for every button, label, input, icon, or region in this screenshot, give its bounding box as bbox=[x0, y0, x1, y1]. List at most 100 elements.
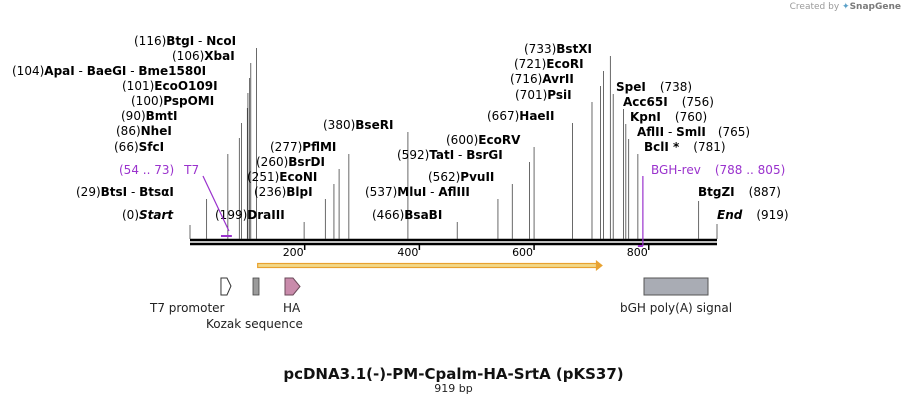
enzyme-name: MluI bbox=[397, 185, 426, 199]
enzyme-label: (260)BsrDI bbox=[256, 155, 325, 169]
enzyme-name: BclI * bbox=[644, 140, 680, 154]
enzyme-position: (738) bbox=[660, 80, 692, 94]
enzyme-label: (380)BseRI bbox=[323, 118, 393, 132]
enzyme-position: (29) bbox=[76, 185, 101, 199]
enzyme-label: (101)EcoO109I bbox=[122, 79, 218, 93]
enzyme-position: (600) bbox=[446, 133, 478, 147]
primer-label: BGH-rev (788 .. 805) bbox=[651, 163, 785, 177]
plasmid-size: 919 bp bbox=[434, 382, 473, 395]
enzyme-label: (600)EcoRV bbox=[446, 133, 521, 147]
axis-tick-label: 200 bbox=[283, 246, 304, 259]
enzyme-name: BtsI bbox=[101, 185, 128, 199]
enzyme-label: (0)Start bbox=[122, 208, 174, 222]
enzyme-position: (716) bbox=[510, 72, 542, 86]
enzyme-label: AflII - SmlI (765) bbox=[637, 125, 750, 139]
enzyme-label: (66)SfcI bbox=[114, 140, 164, 154]
enzyme-label: BclI * (781) bbox=[644, 140, 726, 154]
t7-promoter-arrow bbox=[220, 277, 232, 296]
enzyme-name: EcoRI bbox=[546, 57, 583, 71]
enzyme-name: BtgZI bbox=[698, 185, 735, 199]
enzyme-name: End bbox=[717, 208, 743, 222]
enzyme-name: BtgI bbox=[166, 34, 194, 48]
enzyme-separator: - bbox=[75, 64, 87, 78]
enzyme-position: (260) bbox=[256, 155, 288, 169]
enzyme-position: (756) bbox=[682, 95, 714, 109]
kozak-box bbox=[252, 277, 260, 296]
enzyme-label: (466)BsaBI bbox=[372, 208, 442, 222]
enzyme-label: (667)HaeII bbox=[487, 109, 555, 123]
enzyme-name: BseRI bbox=[355, 118, 393, 132]
enzyme-position: (236) bbox=[254, 185, 286, 199]
enzyme-name: EcoRV bbox=[478, 133, 521, 147]
axis-tick-label: 800 bbox=[627, 246, 648, 259]
enzyme-position: (887) bbox=[749, 185, 781, 199]
enzyme-separator: - bbox=[426, 185, 438, 199]
enzyme-position: (721) bbox=[514, 57, 546, 71]
enzyme-label: (562)PvuII bbox=[428, 170, 494, 184]
enzyme-label: (721)EcoRI bbox=[514, 57, 584, 71]
enzyme-position: (733) bbox=[524, 42, 556, 56]
enzyme-position: (106) bbox=[172, 49, 204, 63]
watermark-brand: SnapGene bbox=[849, 2, 901, 12]
enzyme-name: AflII bbox=[637, 125, 664, 139]
enzyme-label: (277)PflMI bbox=[270, 140, 336, 154]
enzyme-label: KpnI (760) bbox=[630, 110, 707, 124]
enzyme-name: AflIII bbox=[438, 185, 470, 199]
enzyme-position: (277) bbox=[270, 140, 302, 154]
enzyme-position: (104) bbox=[12, 64, 44, 78]
enzyme-name: BaeGI bbox=[87, 64, 127, 78]
feature-label: HA bbox=[283, 301, 301, 315]
enzyme-label: (106)XbaI bbox=[172, 49, 235, 63]
enzyme-name: PflMI bbox=[302, 140, 336, 154]
enzyme-label: SpeI (738) bbox=[616, 80, 692, 94]
enzyme-name: XbaI bbox=[204, 49, 234, 63]
enzyme-name: SmlI bbox=[676, 125, 706, 139]
enzyme-position: (116) bbox=[134, 34, 166, 48]
enzyme-label: (29)BtsI - BtsαI bbox=[76, 185, 174, 199]
enzyme-position: (667) bbox=[487, 109, 519, 123]
primer-range: (54 .. 73) bbox=[119, 163, 174, 177]
enzyme-name: NcoI bbox=[206, 34, 236, 48]
feature-label: Kozak sequence bbox=[206, 317, 303, 331]
enzyme-name: PsiI bbox=[547, 88, 571, 102]
primer-leader-line bbox=[202, 175, 230, 232]
enzyme-label: (716)AvrII bbox=[510, 72, 574, 86]
enzyme-label: (86)NheI bbox=[116, 124, 172, 138]
enzyme-position: (701) bbox=[515, 88, 547, 102]
enzyme-position: (562) bbox=[428, 170, 460, 184]
enzyme-position: (199) bbox=[215, 208, 247, 222]
enzyme-position: (380) bbox=[323, 118, 355, 132]
enzyme-position: (781) bbox=[693, 140, 725, 154]
enzyme-name: Acc65I bbox=[623, 95, 668, 109]
enzyme-name: HaeII bbox=[519, 109, 554, 123]
feature-label: bGH poly(A) signal bbox=[620, 301, 732, 315]
enzyme-name: ApaI bbox=[44, 64, 74, 78]
enzyme-name: DraIII bbox=[247, 208, 284, 222]
feature-label: T7 promoter bbox=[149, 301, 225, 315]
enzyme-name: EcoNI bbox=[279, 170, 317, 184]
ha-tag-arrow bbox=[284, 277, 301, 296]
bgh-polya-box bbox=[643, 277, 709, 296]
primer-range: (788 .. 805) bbox=[715, 163, 785, 177]
enzyme-label: (116)BtgI - NcoI bbox=[134, 34, 236, 48]
enzyme-name: PspOMI bbox=[163, 94, 214, 108]
enzyme-separator: - bbox=[127, 185, 139, 199]
enzyme-label: BtgZI (887) bbox=[698, 185, 781, 199]
axis-tick-label: 600 bbox=[512, 246, 533, 259]
enzyme-label: Acc65I (756) bbox=[623, 95, 714, 109]
enzyme-label: (199)DraIII bbox=[215, 208, 285, 222]
enzyme-label: (251)EcoNI bbox=[247, 170, 317, 184]
enzyme-position: (66) bbox=[114, 140, 139, 154]
enzyme-name: NheI bbox=[141, 124, 172, 138]
enzyme-position: (537) bbox=[365, 185, 397, 199]
enzyme-name: BlpI bbox=[286, 185, 312, 199]
enzyme-position: (86) bbox=[116, 124, 141, 138]
enzyme-name: SfcI bbox=[139, 140, 164, 154]
enzyme-position: (919) bbox=[756, 208, 788, 222]
enzyme-label: (90)BmtI bbox=[121, 109, 178, 123]
enzyme-name: AvrII bbox=[542, 72, 574, 86]
enzyme-position: (100) bbox=[131, 94, 163, 108]
enzyme-label: (104)ApaI - BaeGI - Bme1580I bbox=[12, 64, 206, 78]
enzyme-name: EcoO109I bbox=[154, 79, 217, 93]
